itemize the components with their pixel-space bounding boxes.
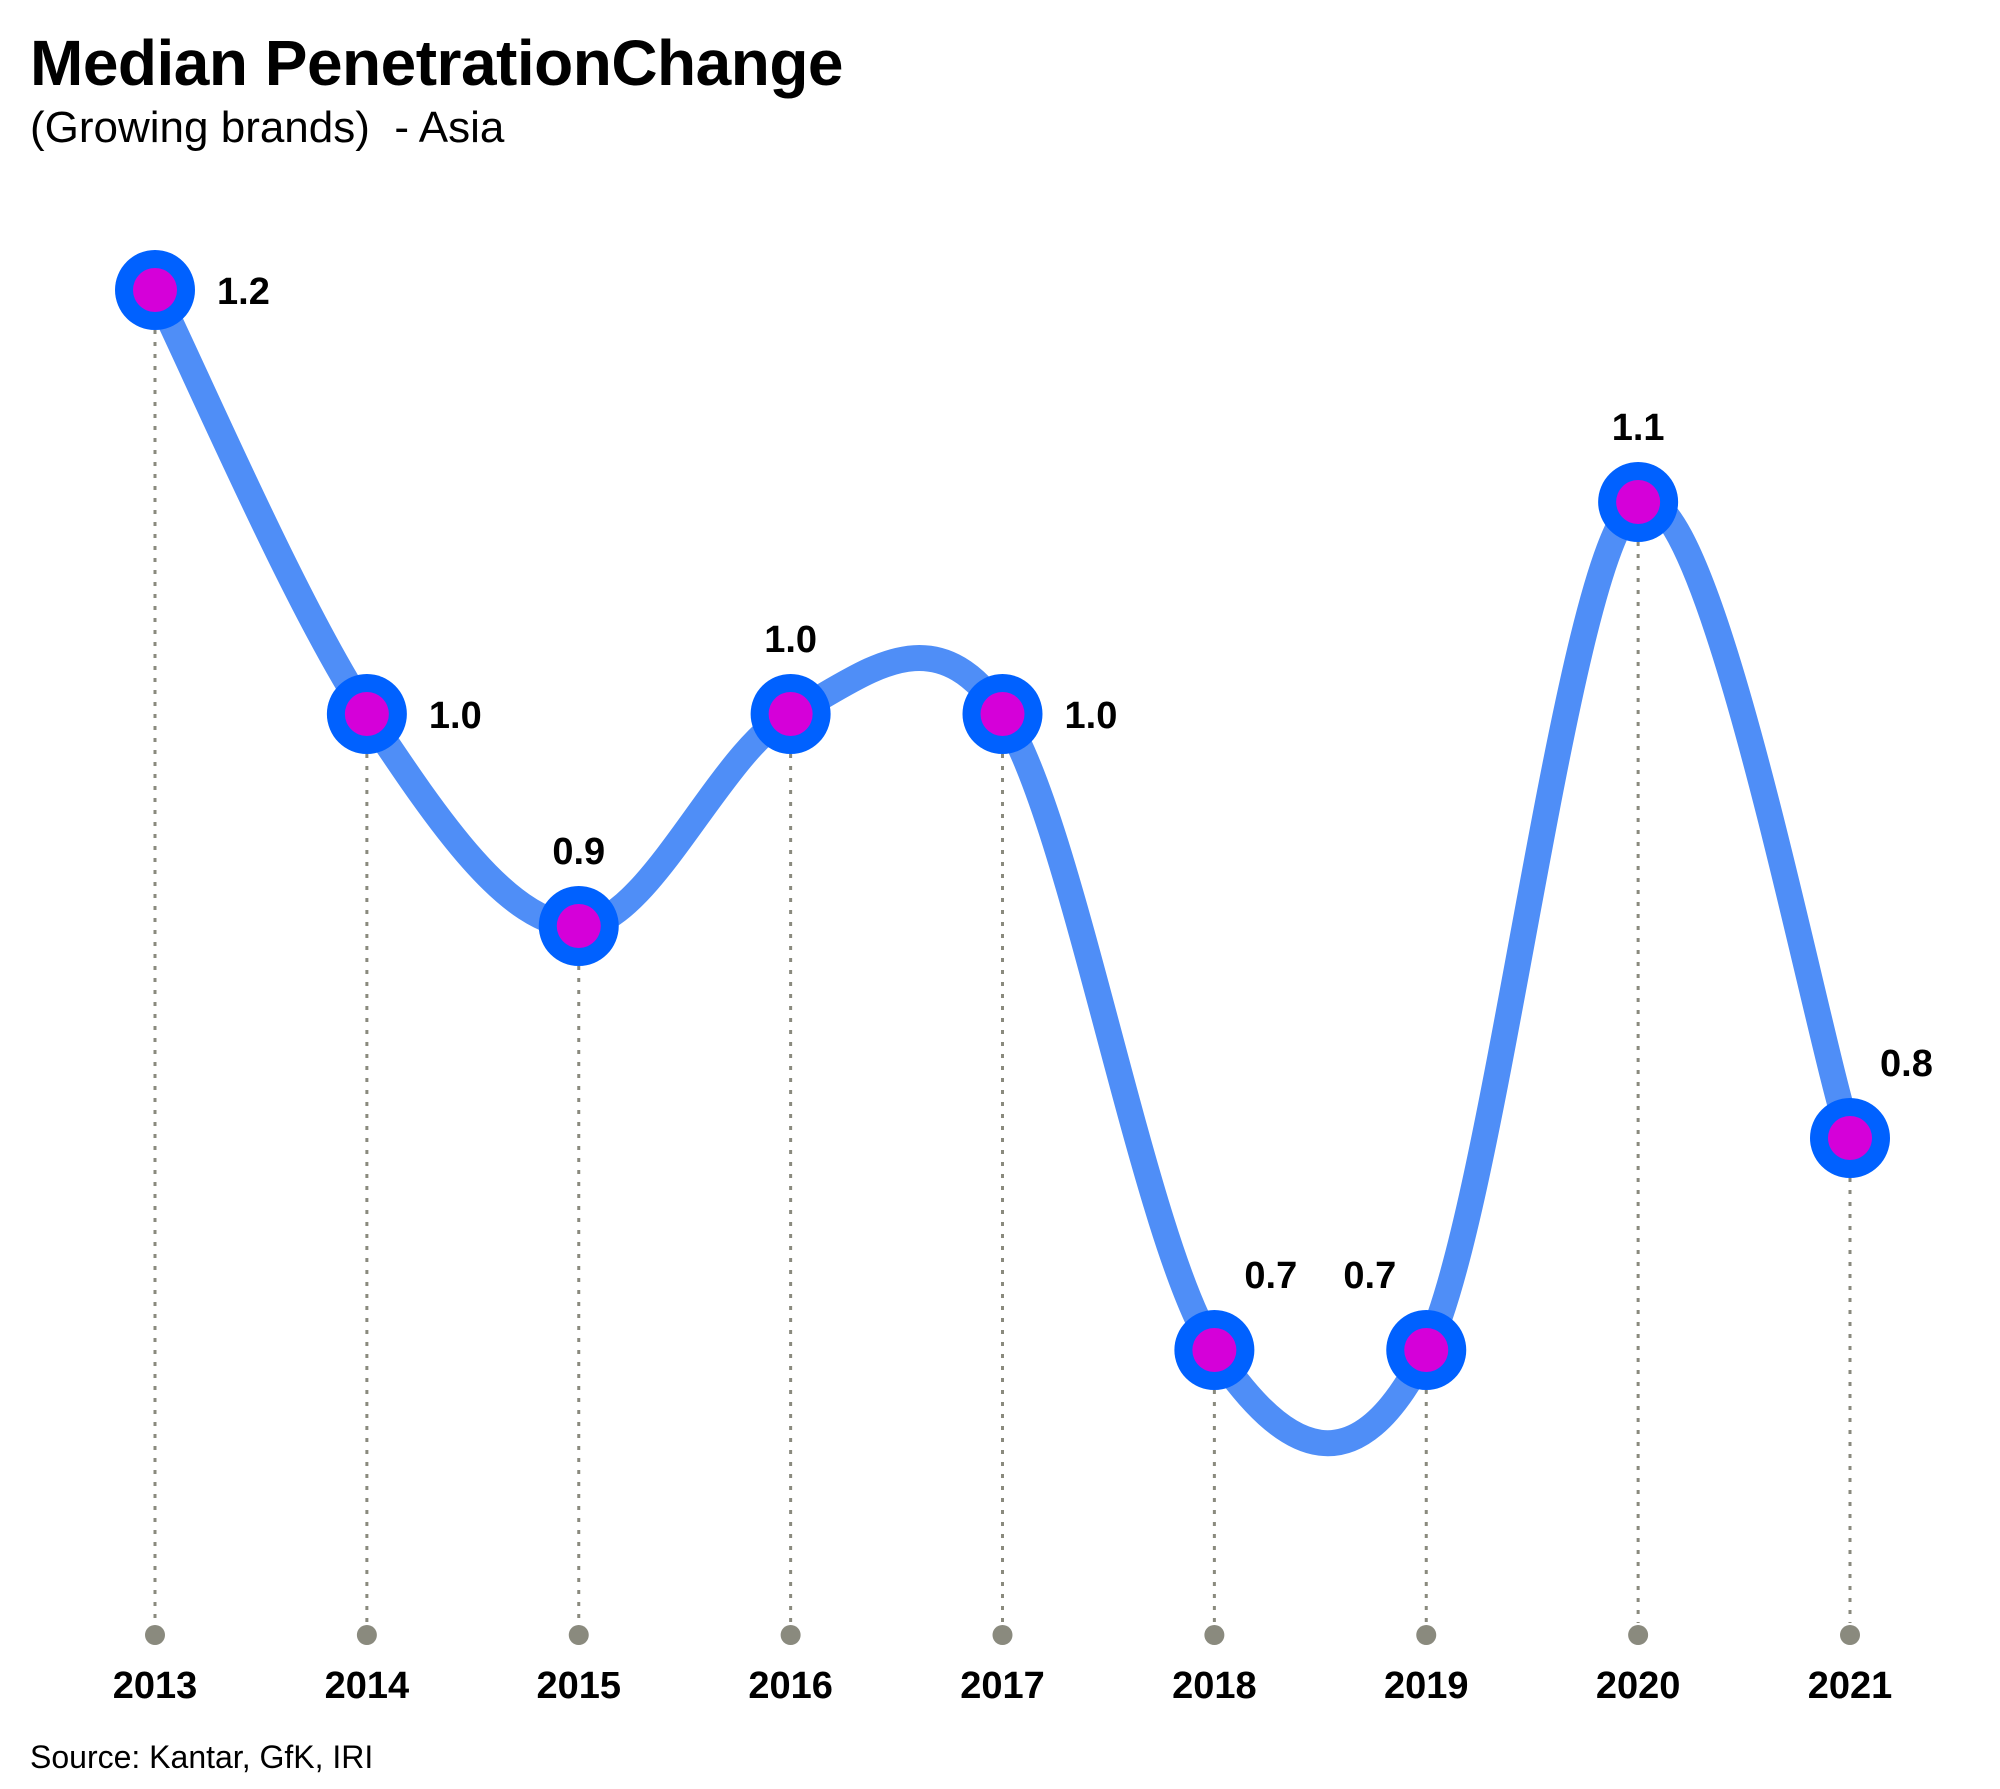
data-point-center-2019: [1404, 1328, 1449, 1372]
x-tick-label-2014: 2014: [325, 1665, 410, 1707]
axis-dot-2019: [1416, 1625, 1437, 1645]
data-point-center-2013: [133, 268, 177, 312]
value-labels: 1.2 1.0 0.9 1.0 1.0 0.7 0.7 1.1 0.8: [217, 271, 1933, 1297]
data-label-2016: 1.0: [764, 619, 817, 661]
chart-subtitle: (Growing brands) - Asia: [30, 103, 505, 152]
x-tick-label-2017: 2017: [960, 1665, 1045, 1707]
data-point-center-2020: [1616, 480, 1661, 524]
data-point-center-2016: [768, 692, 813, 736]
axis-dot-2021: [1840, 1625, 1860, 1645]
data-markers: [115, 250, 1890, 1390]
axis-dot-2020: [1628, 1625, 1649, 1645]
data-label-2018: 0.7: [1244, 1255, 1297, 1297]
x-tick-label-2013: 2013: [113, 1665, 198, 1707]
x-tick-label-2015: 2015: [536, 1665, 621, 1707]
drop-lines: [145, 330, 1860, 1645]
axis-dot-2016: [780, 1625, 801, 1645]
data-label-2014: 1.0: [429, 695, 482, 737]
data-point-center-2017: [980, 692, 1025, 736]
data-point-center-2014: [344, 692, 389, 736]
axis-dot-2014: [356, 1625, 377, 1645]
x-tick-label-2019: 2019: [1384, 1665, 1469, 1707]
data-label-2021: 0.8: [1880, 1043, 1933, 1085]
x-tick-label-2020: 2020: [1596, 1665, 1681, 1707]
data-label-2019: 0.7: [1343, 1255, 1396, 1297]
x-tick-label-2021: 2021: [1808, 1665, 1893, 1707]
x-tick-label-2018: 2018: [1172, 1665, 1257, 1707]
x-axis-labels: 2013 2014 2015 2016 2017 2018 2019 2020 2021: [113, 1665, 1893, 1707]
chart-title: Median PenetrationChange: [30, 27, 844, 99]
axis-dot-2013: [145, 1625, 165, 1645]
data-point-center-2015: [556, 904, 601, 948]
data-label-2015: 0.9: [552, 831, 605, 873]
data-point-center-2021: [1828, 1116, 1872, 1160]
axis-dot-2015: [568, 1625, 589, 1645]
source-note: Source: Kantar, GfK, IRI: [30, 1739, 374, 1775]
axis-dot-2017: [992, 1625, 1013, 1645]
data-label-2020: 1.1: [1612, 407, 1665, 449]
data-point-center-2018: [1192, 1328, 1237, 1372]
data-label-2013: 1.2: [217, 271, 270, 313]
axis-dot-2018: [1204, 1625, 1225, 1645]
data-label-2017: 1.0: [1065, 695, 1118, 737]
x-tick-label-2016: 2016: [748, 1665, 833, 1707]
